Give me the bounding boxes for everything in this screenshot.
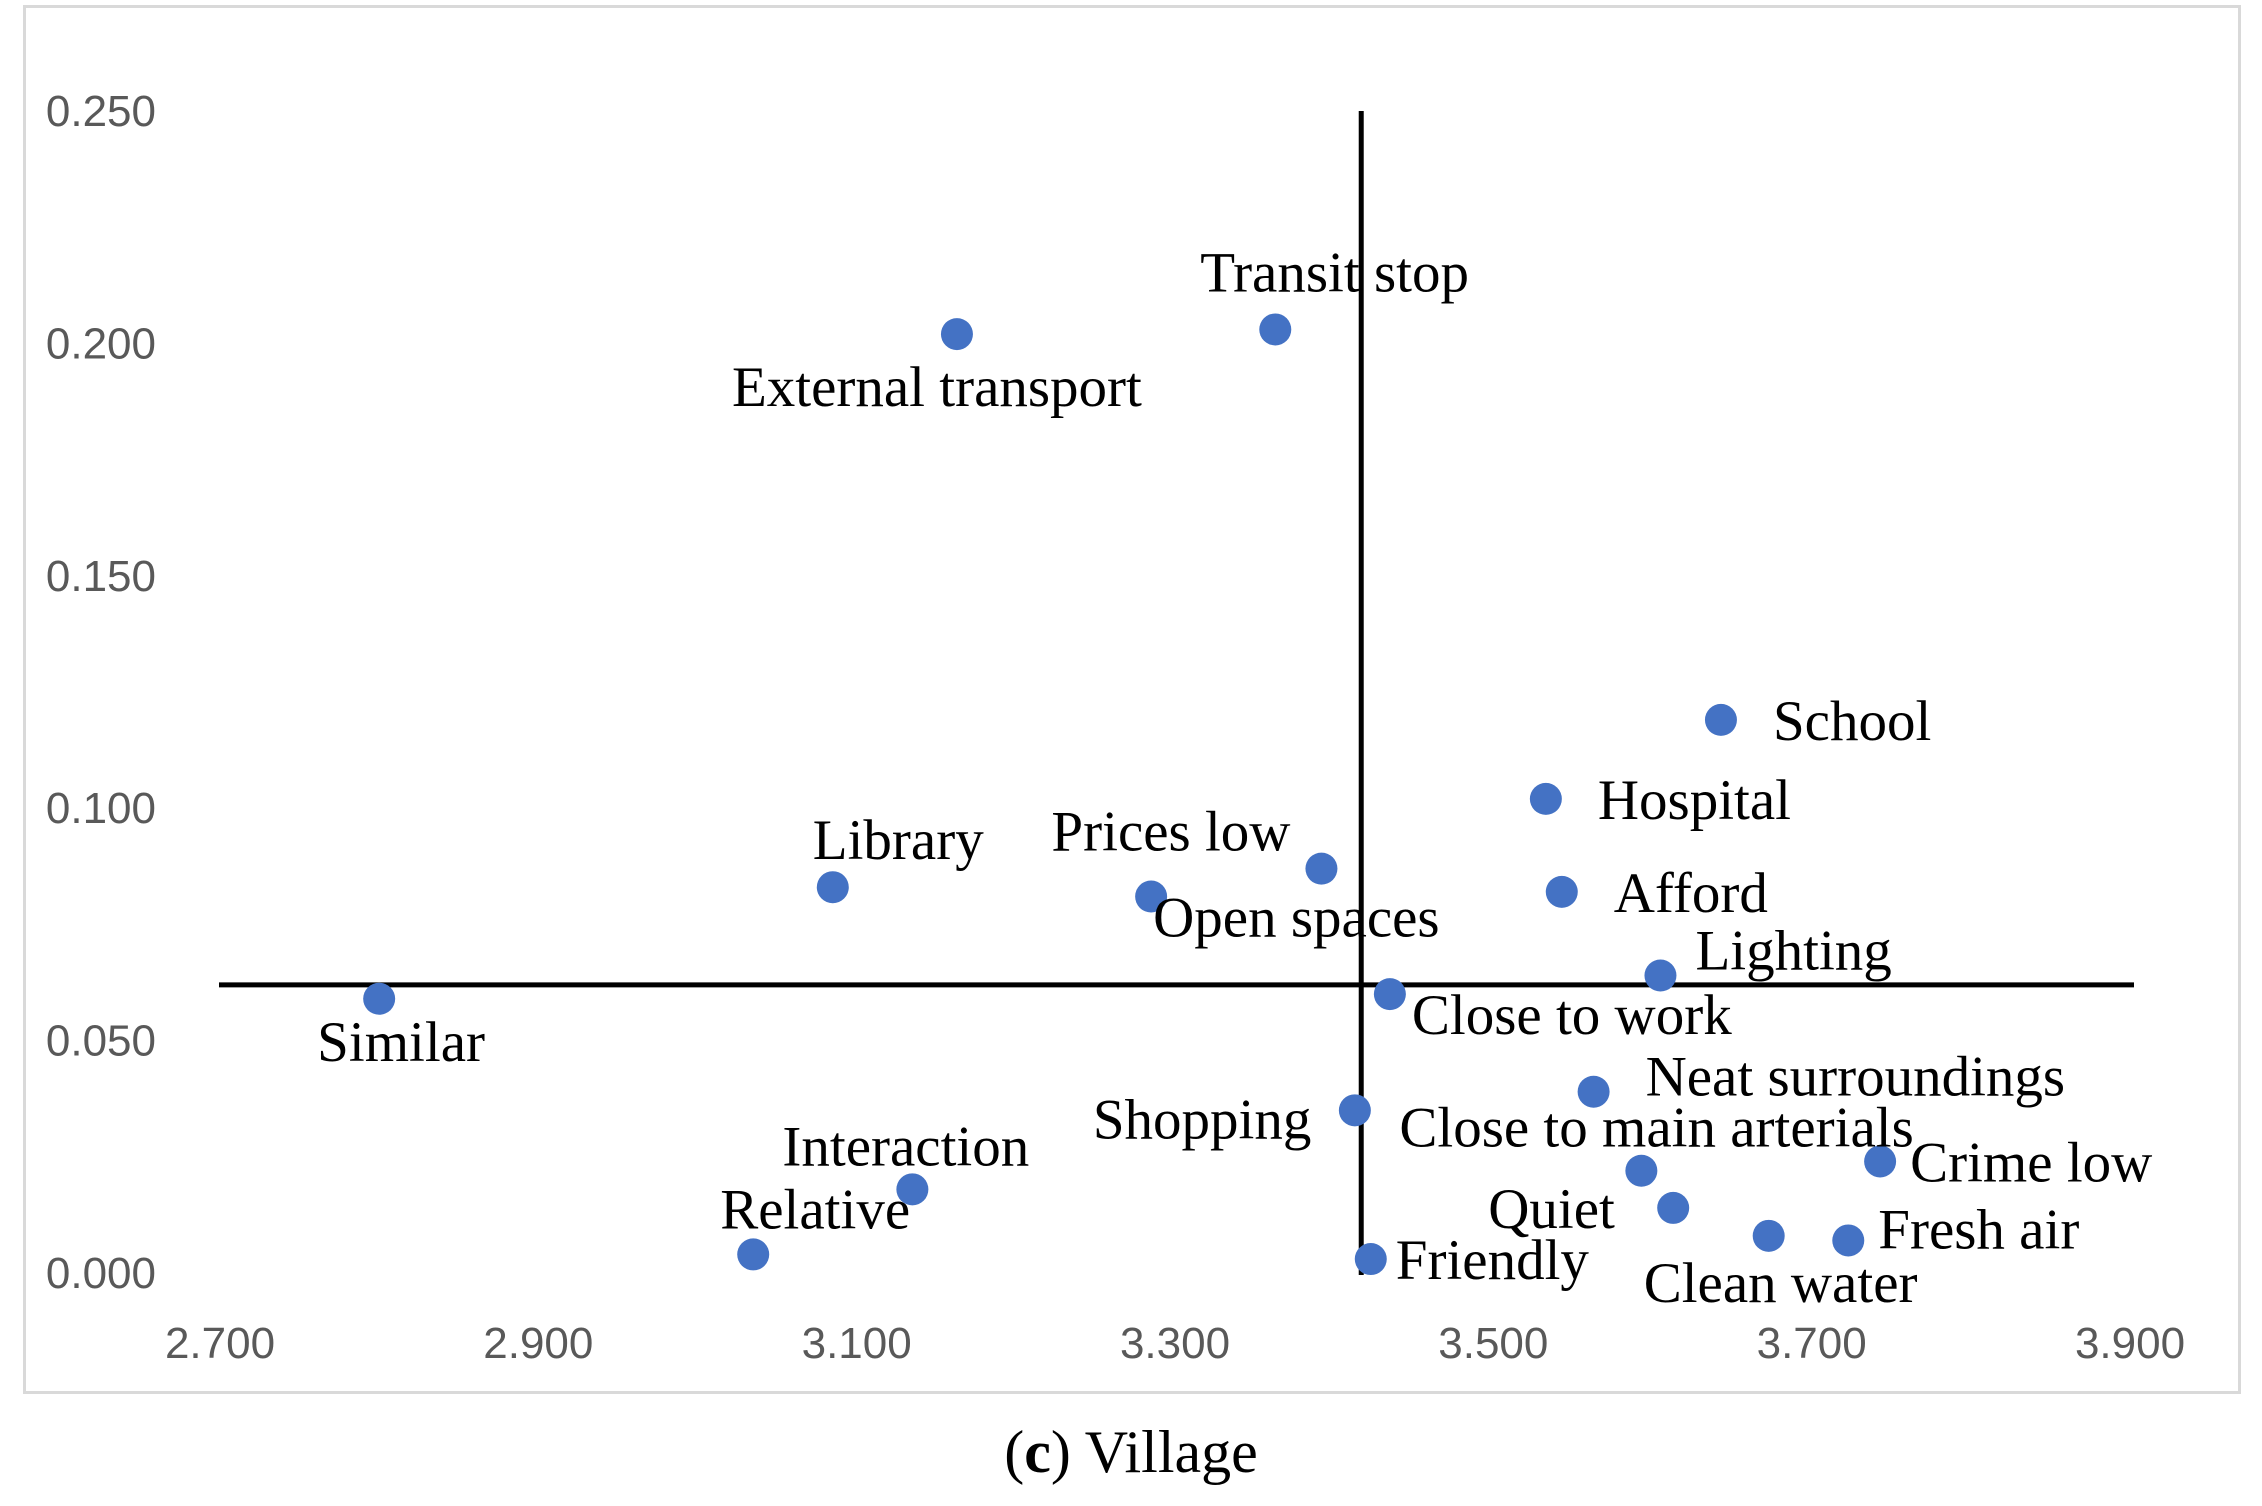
- x-tick-label: 3.900: [2075, 1319, 2185, 1368]
- x-axis-ticks: 2.700 2.900 3.100 3.300 3.500 3.700 3.900: [165, 1319, 2185, 1368]
- data-point: [1354, 1243, 1387, 1276]
- point-label: Close to main arterials: [1399, 1097, 1913, 1160]
- data-point: [1373, 978, 1406, 1011]
- point-label: Afford: [1614, 862, 1768, 925]
- y-tick-label: 0.200: [46, 319, 156, 368]
- data-points: [363, 313, 1897, 1276]
- data-point: [1135, 880, 1168, 913]
- data-point: [1657, 1191, 1690, 1224]
- data-point: [816, 871, 849, 904]
- data-point: [896, 1173, 929, 1206]
- point-label: Transit stop: [1200, 241, 1469, 304]
- point-label: Prices low: [1051, 801, 1290, 864]
- data-point: [940, 318, 973, 351]
- y-tick-label: 0.100: [46, 784, 156, 833]
- data-point: [1832, 1224, 1865, 1257]
- point-label: Close to work: [1412, 984, 1732, 1047]
- data-point: [1704, 703, 1737, 736]
- point-label: Hospital: [1598, 769, 1791, 832]
- y-tick-label: 0.000: [46, 1249, 156, 1298]
- data-point: [1305, 852, 1338, 885]
- figure-caption: (c) Village: [0, 1418, 2262, 1487]
- point-labels: Transit stop External transport School Hosp…: [317, 241, 2152, 1314]
- point-label: Shopping: [1093, 1088, 1312, 1151]
- x-tick-label: 3.300: [1120, 1319, 1230, 1368]
- point-label: Relative: [720, 1178, 910, 1241]
- y-tick-label: 0.150: [46, 552, 156, 601]
- caption-close: ): [1050, 1419, 1071, 1485]
- y-axis-ticks: 0.000 0.050 0.100 0.150 0.200 0.250: [46, 87, 156, 1298]
- data-point: [1864, 1145, 1897, 1178]
- caption-open: (: [1004, 1419, 1025, 1485]
- point-label: Lighting: [1695, 920, 1891, 983]
- reference-lines: [219, 111, 2134, 1275]
- x-tick-label: 3.500: [1438, 1319, 1548, 1368]
- data-point: [1644, 959, 1677, 992]
- point-label: Crime low: [1910, 1131, 2152, 1194]
- point-label: External transport: [732, 356, 1142, 419]
- point-label: School: [1773, 690, 1931, 753]
- data-point: [737, 1238, 770, 1271]
- data-point: [1545, 875, 1578, 908]
- y-tick-label: 0.250: [46, 87, 156, 136]
- x-tick-label: 3.100: [802, 1319, 912, 1368]
- x-tick-label: 2.700: [165, 1319, 275, 1368]
- y-tick-label: 0.050: [46, 1017, 156, 1066]
- data-point: [1338, 1094, 1371, 1127]
- point-label: Open spaces: [1153, 887, 1439, 950]
- data-point: [1529, 782, 1562, 815]
- point-label: Fresh air: [1878, 1198, 2079, 1261]
- point-label: Interaction: [782, 1115, 1029, 1178]
- data-point: [1752, 1219, 1785, 1252]
- data-point: [363, 982, 396, 1015]
- data-point: [1577, 1075, 1610, 1108]
- point-label: Friendly: [1396, 1229, 1590, 1292]
- caption-letter: c: [1024, 1419, 1051, 1485]
- data-point: [1625, 1154, 1658, 1187]
- point-label: Quiet: [1488, 1178, 1615, 1241]
- x-tick-label: 3.700: [1757, 1319, 1867, 1368]
- data-point: [1259, 313, 1292, 346]
- point-label: Library: [813, 809, 984, 872]
- point-label: Clean water: [1644, 1252, 1918, 1315]
- point-label: Similar: [317, 1011, 485, 1074]
- point-label: Neat surroundings: [1646, 1046, 2066, 1109]
- caption-text: Village: [1070, 1419, 1258, 1485]
- x-tick-label: 2.900: [483, 1319, 593, 1368]
